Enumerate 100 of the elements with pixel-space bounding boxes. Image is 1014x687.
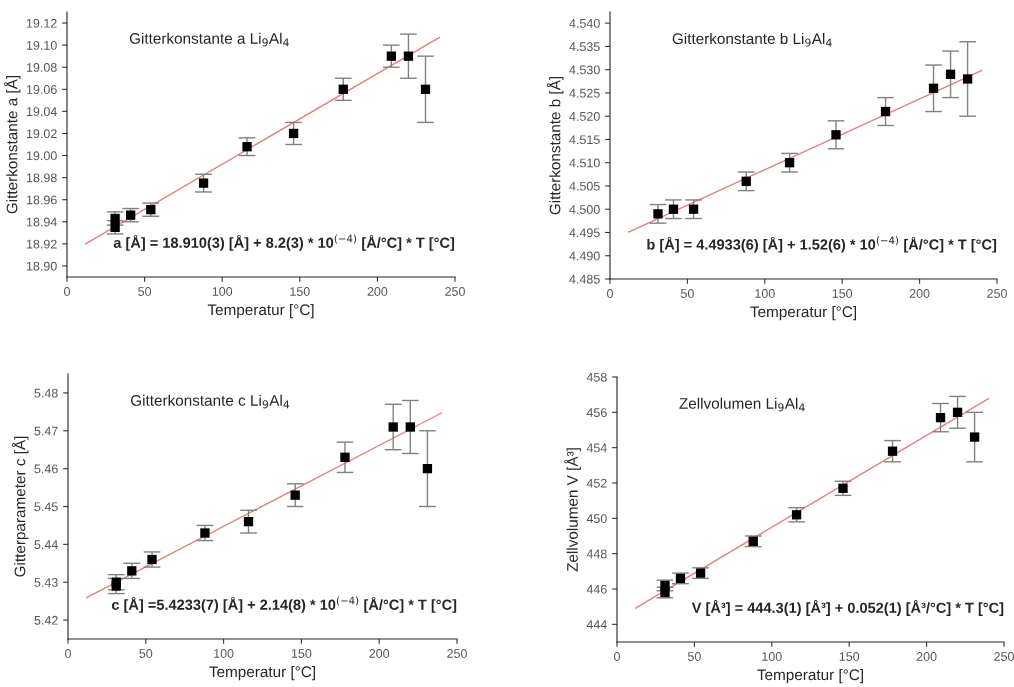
x-axis-title: Temperatur [°C] xyxy=(209,665,315,681)
y-tick-label: 18.98 xyxy=(26,173,57,183)
point xyxy=(340,452,350,462)
y-tick-label: 4.525 xyxy=(569,88,600,98)
x-tick-label: 250 xyxy=(994,652,1014,661)
x-tick-label: 50 xyxy=(687,652,701,661)
point xyxy=(146,204,156,215)
y-tick-label: 4.500 xyxy=(569,205,600,214)
x-tick-label: 100 xyxy=(212,287,233,296)
y-tick-label: 18.90 xyxy=(26,261,57,271)
x-tick-label: 150 xyxy=(839,652,860,661)
point xyxy=(147,554,157,565)
y-tick-label: 458 xyxy=(586,372,607,382)
x-tick-label: 50 xyxy=(138,287,152,296)
y-tick-label: 4.505 xyxy=(569,181,600,191)
y-tick-label: 450 xyxy=(586,514,607,523)
annotation: a [Å] = 18.910(3) [Å] + 8.2(3) * 10$^{(−4)}$ [Å/°C] * T [°C] xyxy=(113,234,455,251)
text: Gitterkonstante a Li$_{9}$Al$_{4}$ xyxy=(129,32,289,47)
y-tick-label: 5.45 xyxy=(34,502,58,512)
point xyxy=(403,51,414,61)
x-axis-title: Temperatur [°C] xyxy=(207,303,314,319)
annotation: V [Å³] = 444.3(1) [Å³] + 0.052(1) [Å³/°C] * T [°C] xyxy=(691,599,1004,616)
y-tick-label: 4.485 xyxy=(569,274,600,284)
point xyxy=(660,587,670,598)
point xyxy=(243,516,254,527)
y-axis-title: Gitterkonstante b [Å] xyxy=(546,76,564,215)
y-axis-title: Gitterkonstante a [Å] xyxy=(3,75,21,214)
x-axis-title: Temperatur [°C] xyxy=(750,305,856,321)
annotation: b [Å] = 4.4933(6) [Å] + 1.52(6) * 10$^{(−4)}$ [Å/°C] * T [°C] xyxy=(647,236,997,253)
point xyxy=(198,178,209,188)
point xyxy=(880,106,891,117)
y-tick-label: 4.520 xyxy=(569,112,600,121)
point xyxy=(675,573,686,584)
point xyxy=(111,581,121,591)
y-tick-label: 4.535 xyxy=(569,42,600,52)
y-tick-label: 4.515 xyxy=(569,135,600,145)
y-tick-label: 5.46 xyxy=(34,464,58,474)
y-tick-label: 4.540 xyxy=(569,18,600,28)
x-tick-label: 250 xyxy=(445,287,465,296)
x-tick-label: 0 xyxy=(64,287,70,296)
x-tick-label: 150 xyxy=(832,289,853,298)
point xyxy=(741,176,751,186)
point xyxy=(127,566,137,576)
x-tick-label: 100 xyxy=(762,652,782,661)
x-tick-label: 200 xyxy=(367,287,388,296)
point xyxy=(388,422,398,432)
point xyxy=(405,422,415,432)
x-tick-label: 250 xyxy=(447,649,467,658)
y-axis-title: Gitterparameter c [Å] xyxy=(11,436,29,577)
y-tick-label: 5.42 xyxy=(34,615,58,625)
point xyxy=(695,568,706,578)
y-tick-label: 456 xyxy=(586,408,607,417)
x-tick-label: 100 xyxy=(214,649,234,658)
y-tick-label: 5.44 xyxy=(34,540,58,550)
text: Zellvolumen Li$_{9}$Al$_{4}$ xyxy=(679,397,805,412)
point xyxy=(945,69,956,79)
y-tick-label: 19.00 xyxy=(26,151,57,161)
point xyxy=(962,74,973,84)
y-tick-label: 5.47 xyxy=(34,426,58,436)
y-tick-label: 5.43 xyxy=(34,578,58,587)
y-tick-label: 446 xyxy=(586,584,607,594)
x-tick-label: 50 xyxy=(139,649,153,658)
x-tick-label: 50 xyxy=(680,289,694,298)
point xyxy=(420,84,431,94)
y-tick-label: 19.10 xyxy=(26,40,57,50)
y-tick-label: 4.495 xyxy=(569,228,600,238)
y-tick-label: 448 xyxy=(586,549,607,559)
y-axis-title: Zellvolumen V [Å³] xyxy=(564,448,581,572)
x-axis-title: Temperatur [°C] xyxy=(757,668,863,684)
point xyxy=(969,432,980,442)
y-tick-label: 19.08 xyxy=(26,63,57,72)
y-tick-label: 19.06 xyxy=(26,85,57,94)
point xyxy=(200,528,210,538)
point xyxy=(831,130,841,140)
y-tick-label: 444 xyxy=(586,620,607,629)
x-tick-label: 200 xyxy=(916,652,937,661)
y-tick-label: 4.490 xyxy=(569,251,600,261)
point xyxy=(935,412,946,423)
y-tick-label: 18.96 xyxy=(26,195,57,205)
x-tick-label: 100 xyxy=(755,289,775,298)
point xyxy=(928,83,939,93)
text: Gitterkonstante b Li$_{9}$Al$_{4}$ xyxy=(672,32,832,47)
point xyxy=(110,213,120,224)
x-tick-label: 0 xyxy=(607,289,613,298)
point xyxy=(288,128,299,139)
point xyxy=(125,210,136,220)
point xyxy=(952,407,963,417)
point xyxy=(784,158,795,168)
x-tick-label: 0 xyxy=(65,649,71,658)
point xyxy=(386,51,397,61)
y-tick-label: 454 xyxy=(586,443,607,453)
point xyxy=(748,536,758,546)
y-tick-label: 18.92 xyxy=(26,239,57,249)
point xyxy=(110,222,120,232)
point xyxy=(242,142,252,152)
y-tick-label: 19.04 xyxy=(26,107,57,117)
x-tick-label: 0 xyxy=(614,652,620,661)
y-tick-label: 4.510 xyxy=(569,158,600,168)
y-tick-label: 452 xyxy=(586,478,607,488)
point xyxy=(838,483,848,493)
